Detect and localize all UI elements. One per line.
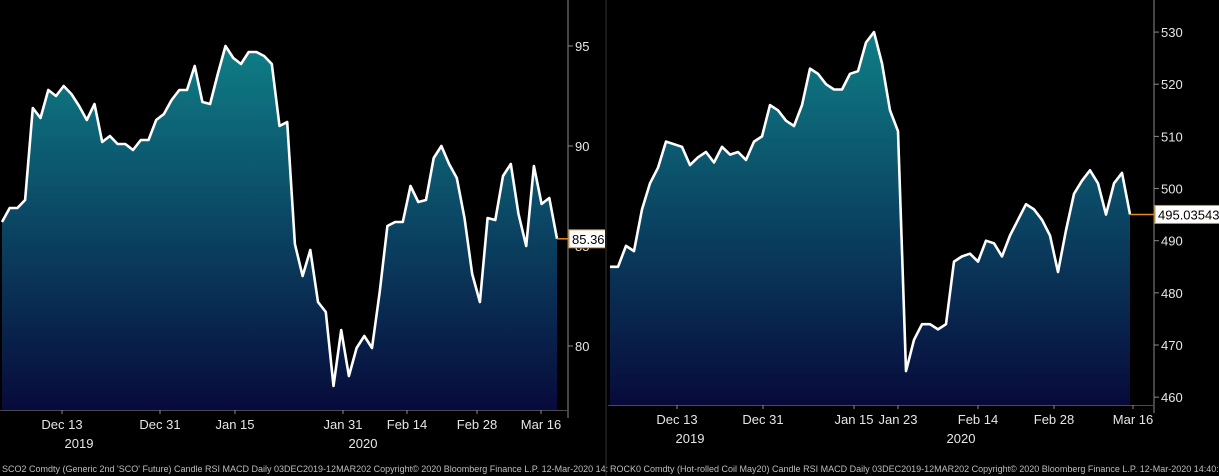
x-tick-label: Dec 31 <box>742 412 783 427</box>
year-label: 2019 <box>676 431 705 446</box>
y-tick-label: 80 <box>575 339 589 354</box>
year-label: 2020 <box>349 436 378 451</box>
chart-footer-left: SCO2 Comdty (Generic 2nd 'SCO' Future) C… <box>2 464 631 474</box>
chart-panel-right: 460 470 480 490 500 510 520 530 Dec 13 Dec 31 Jan … <box>608 0 1219 476</box>
y-tick-label: 460 <box>1161 390 1183 405</box>
x-tick-label: Feb 28 <box>1034 412 1074 427</box>
y-tick-label: 90 <box>575 139 589 154</box>
price-area-fill <box>610 32 1130 405</box>
x-tick-label: Feb 28 <box>457 417 497 432</box>
last-value-label: 85.36 <box>572 232 605 247</box>
x-tick-label: Jan 31 <box>323 417 362 432</box>
y-tick-label: 470 <box>1161 338 1183 353</box>
x-tick-label: Jan 15 <box>215 417 254 432</box>
x-tick-label: Mar 16 <box>1113 412 1153 427</box>
y-tick-label: 510 <box>1161 129 1183 144</box>
x-tick-label: Jan 15 <box>834 412 873 427</box>
y-tick-label: 490 <box>1161 234 1183 249</box>
price-area-fill <box>2 46 557 410</box>
y-tick-label: 480 <box>1161 286 1183 301</box>
price-line <box>610 30 1132 373</box>
y-tick-label: 520 <box>1161 77 1183 92</box>
price-chart-right: 460 470 480 490 500 510 520 530 Dec 13 Dec 31 Jan … <box>608 0 1219 446</box>
y-tick-label: 530 <box>1161 25 1183 40</box>
chart-footer-right: ROCK0 Comdty (Hot-rolled Coil May20) Can… <box>610 464 1219 474</box>
last-value-box <box>568 229 605 249</box>
x-tick-label: Dec 13 <box>41 417 82 432</box>
x-tick-label: Mar 16 <box>521 417 561 432</box>
year-label: 2020 <box>947 431 976 446</box>
price-line <box>0 44 559 388</box>
last-value-box <box>1154 204 1219 224</box>
x-tick-label: Feb 14 <box>387 417 427 432</box>
y-tick-label: 95 <box>575 39 589 54</box>
x-tick-label: Jan 23 <box>878 412 917 427</box>
year-label: 2019 <box>65 436 94 451</box>
x-tick-label: Dec 31 <box>139 417 180 432</box>
x-tick-label: Dec 13 <box>656 412 697 427</box>
y-tick-label: 500 <box>1161 182 1183 197</box>
last-value-label: 495.03543 <box>1158 207 1219 222</box>
x-tick-label: Feb 14 <box>958 412 998 427</box>
